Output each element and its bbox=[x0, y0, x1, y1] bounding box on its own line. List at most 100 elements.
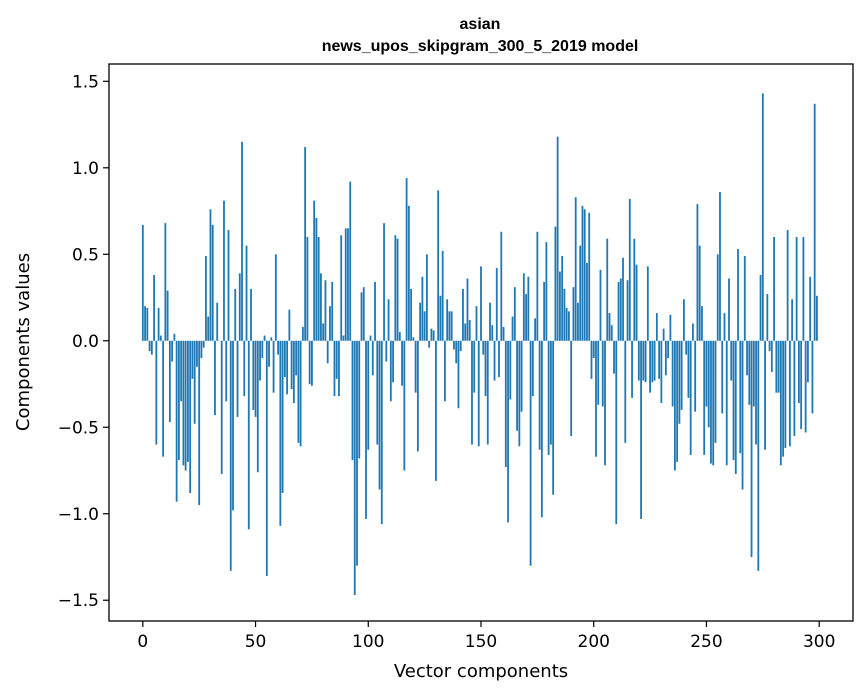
bar-186 bbox=[561, 256, 564, 341]
bar-95 bbox=[356, 340, 358, 566]
bar-290 bbox=[795, 236, 798, 341]
bar-3 bbox=[148, 340, 151, 352]
bar-25 bbox=[198, 340, 201, 506]
bar-162 bbox=[507, 340, 509, 523]
bar-224 bbox=[646, 266, 649, 341]
bar-0 bbox=[141, 224, 144, 341]
bar-32 bbox=[214, 340, 216, 416]
bar-52 bbox=[259, 340, 261, 381]
bar-241 bbox=[685, 340, 688, 355]
bar-117 bbox=[405, 178, 408, 341]
bar-267 bbox=[743, 256, 746, 341]
bar-105 bbox=[378, 340, 381, 490]
bar-90 bbox=[344, 228, 347, 341]
bar-182 bbox=[552, 340, 555, 495]
bar-58 bbox=[272, 340, 275, 393]
bar-101 bbox=[369, 335, 372, 341]
bar-296 bbox=[809, 276, 812, 341]
bar-66 bbox=[290, 340, 293, 390]
bar-26 bbox=[200, 340, 203, 359]
bar-215 bbox=[626, 280, 629, 341]
bar-260 bbox=[728, 278, 730, 341]
bar-270 bbox=[750, 340, 753, 557]
bar-268 bbox=[746, 340, 748, 376]
y-axis-ticks: −1.5 −1.0 −0.5 0.0 0.5 1.0 1.5 bbox=[58, 72, 109, 611]
bar-89 bbox=[342, 335, 345, 341]
bar-40 bbox=[232, 340, 234, 511]
chart-title: asian bbox=[460, 16, 501, 33]
bar-87 bbox=[338, 340, 340, 397]
bar-166 bbox=[516, 340, 518, 431]
bar-195 bbox=[581, 205, 584, 341]
bar-97 bbox=[360, 292, 363, 341]
bar-175 bbox=[536, 231, 539, 341]
bar-126 bbox=[425, 254, 428, 341]
bar-14 bbox=[173, 333, 176, 341]
bar-146 bbox=[471, 340, 473, 445]
bar-107 bbox=[383, 223, 385, 341]
bar-256 bbox=[719, 192, 721, 341]
bar-134 bbox=[444, 340, 446, 402]
bar-150 bbox=[480, 266, 482, 341]
bar-164 bbox=[511, 316, 514, 341]
bar-226 bbox=[651, 340, 654, 383]
bar-115 bbox=[401, 340, 403, 386]
bar-16 bbox=[177, 340, 180, 461]
bar-238 bbox=[678, 340, 681, 424]
bar-98 bbox=[362, 287, 365, 341]
bar-251 bbox=[707, 340, 710, 428]
bar-230 bbox=[660, 340, 663, 404]
x-axis-label: Vector components bbox=[394, 661, 568, 682]
bar-20 bbox=[187, 340, 189, 462]
bar-144 bbox=[466, 278, 469, 341]
bar-96 bbox=[358, 340, 361, 459]
bar-179 bbox=[545, 242, 548, 341]
bar-59 bbox=[274, 254, 277, 341]
bar-191 bbox=[572, 287, 575, 341]
bar-288 bbox=[791, 299, 794, 341]
bar-289 bbox=[793, 340, 796, 436]
bar-157 bbox=[495, 268, 498, 341]
bar-106 bbox=[380, 340, 383, 525]
bar-248 bbox=[701, 306, 703, 341]
bar-75 bbox=[311, 340, 313, 386]
bar-214 bbox=[624, 340, 627, 443]
bar-220 bbox=[637, 340, 640, 381]
bar-86 bbox=[335, 340, 338, 379]
bar-113 bbox=[396, 238, 399, 341]
bar-228 bbox=[655, 313, 658, 341]
bar-147 bbox=[473, 340, 476, 393]
bar-233 bbox=[667, 340, 670, 359]
bar-156 bbox=[493, 340, 496, 381]
bar-4 bbox=[150, 340, 153, 355]
bar-124 bbox=[421, 276, 424, 341]
bar-269 bbox=[748, 340, 751, 405]
bar-293 bbox=[802, 236, 805, 341]
bar-133 bbox=[441, 250, 444, 341]
bar-168 bbox=[520, 340, 523, 412]
bar-130 bbox=[435, 340, 437, 481]
bar-77 bbox=[315, 217, 318, 341]
bar-183 bbox=[554, 226, 557, 341]
bar-207 bbox=[608, 313, 611, 341]
bar-148 bbox=[475, 306, 478, 341]
bar-257 bbox=[721, 340, 724, 414]
x-tick-label: 0 bbox=[137, 632, 148, 652]
bar-69 bbox=[297, 340, 300, 443]
bar-102 bbox=[371, 340, 374, 376]
x-tick-label: 200 bbox=[578, 632, 610, 652]
bar-227 bbox=[653, 340, 656, 381]
bar-219 bbox=[635, 264, 638, 341]
bar-253 bbox=[712, 340, 715, 466]
bar-142 bbox=[462, 288, 464, 341]
bar-279 bbox=[770, 340, 773, 372]
bar-141 bbox=[459, 340, 462, 352]
bar-5 bbox=[153, 275, 155, 341]
bar-172 bbox=[529, 340, 532, 566]
bar-series bbox=[141, 93, 818, 596]
bar-276 bbox=[764, 340, 766, 450]
bar-216 bbox=[628, 198, 631, 341]
bar-283 bbox=[779, 340, 782, 466]
